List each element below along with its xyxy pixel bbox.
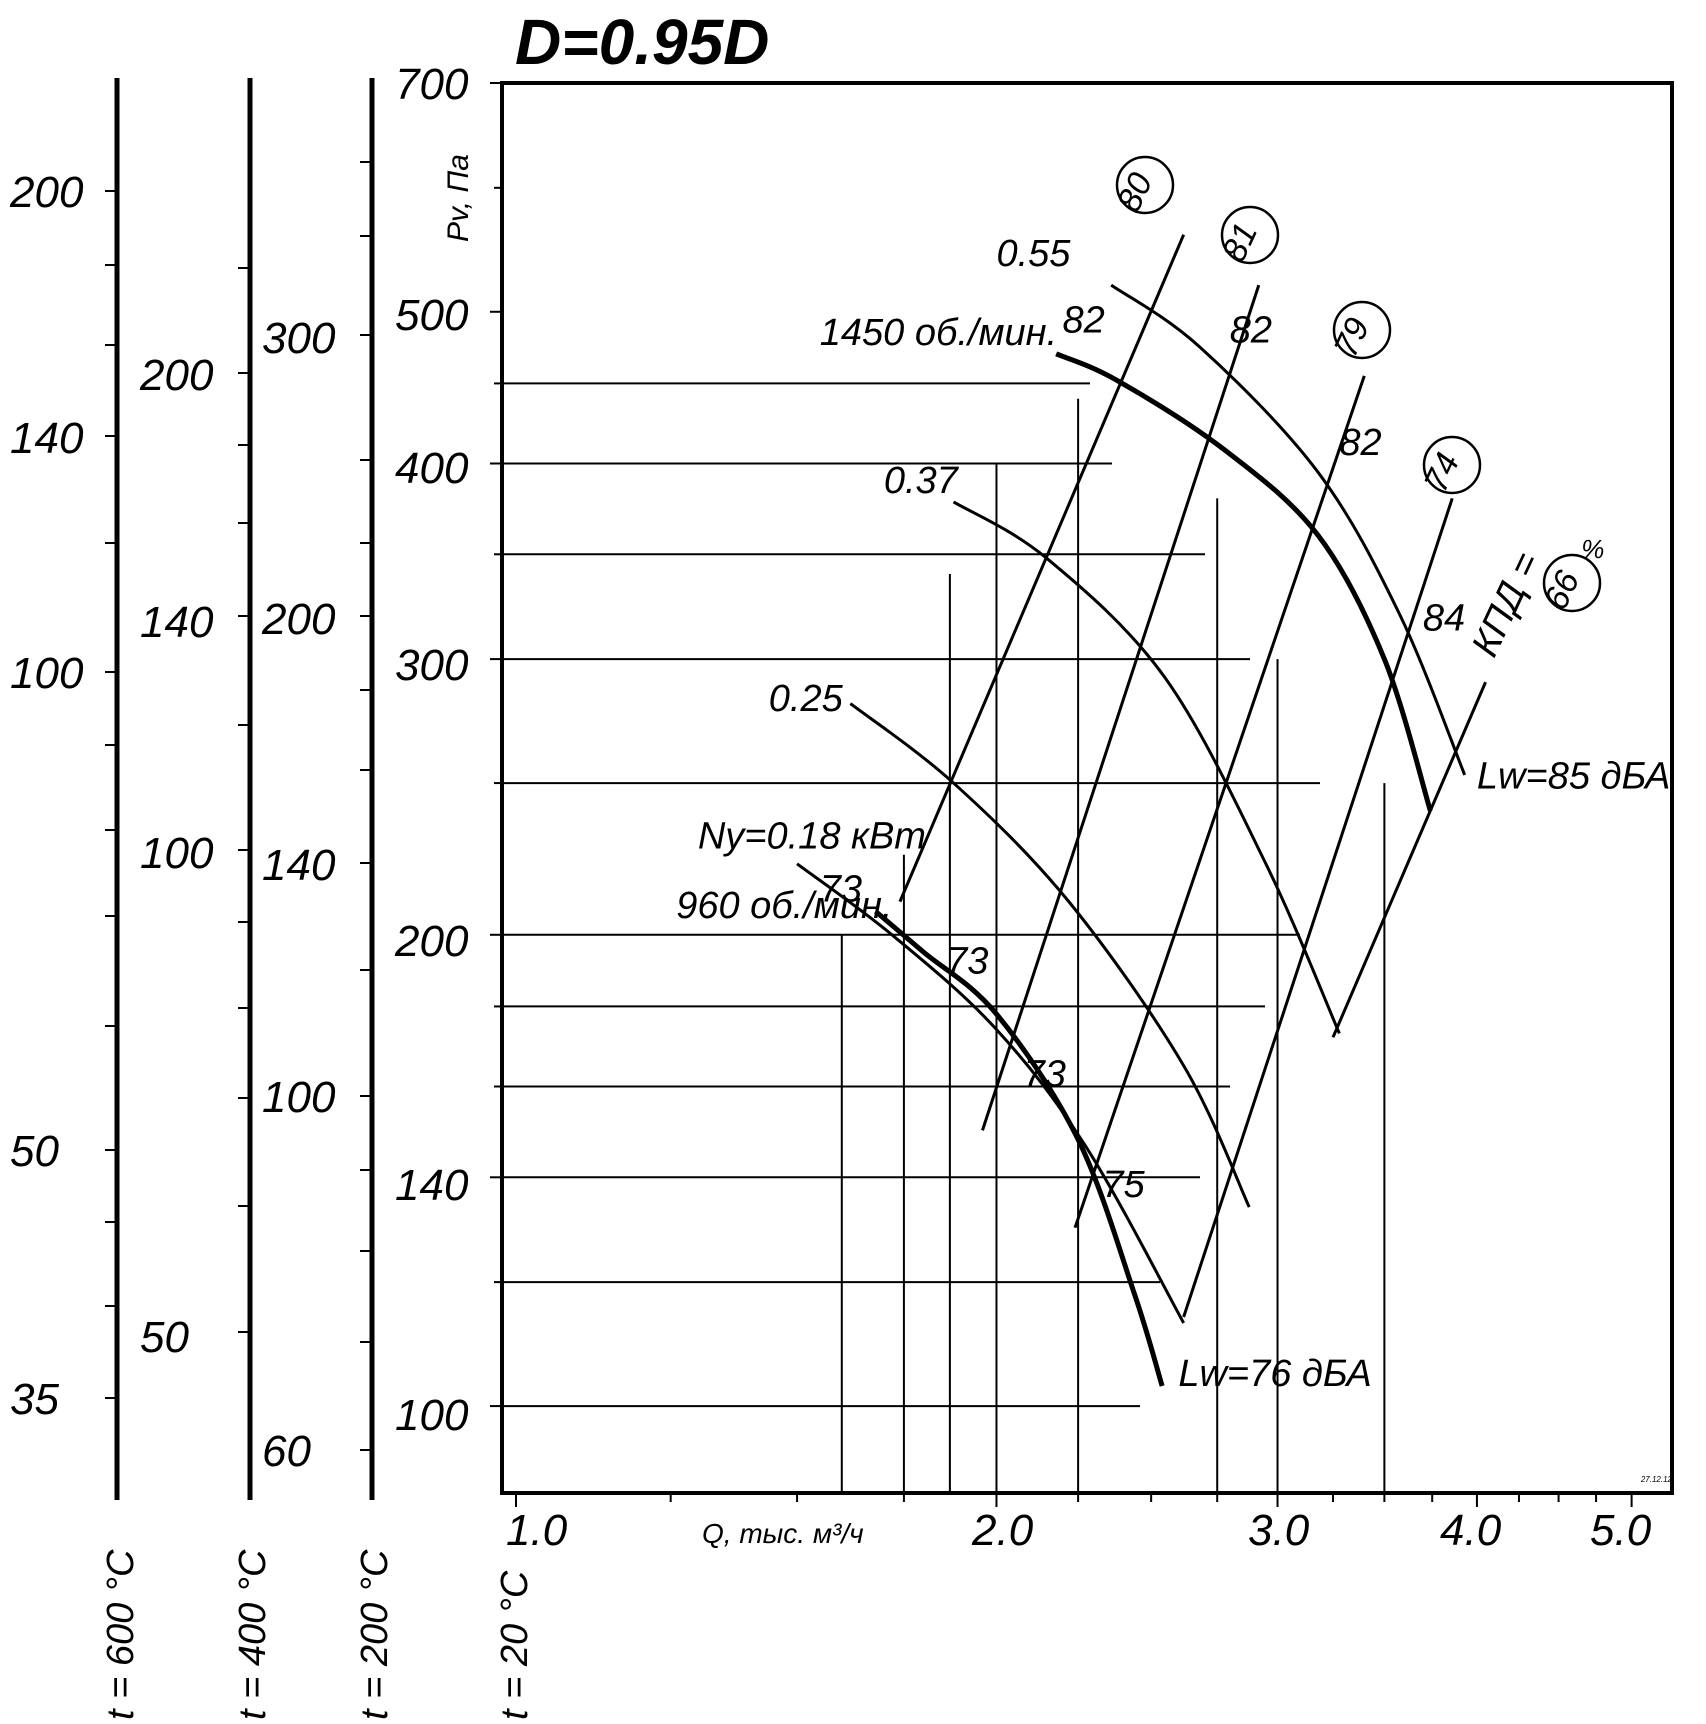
y-tick-label: 500	[395, 291, 469, 340]
annotations: 0.55 0.37 0.25 Ny=0.18 кВт 1450 об./мин. 960 …	[676, 233, 1670, 1395]
annotation-label: 0.37	[884, 460, 960, 502]
series-line	[1055, 351, 1433, 812]
t400-tick-label: 100	[140, 829, 214, 878]
annotation-label: 82	[1339, 422, 1381, 464]
t400-label: t = 400 °C	[232, 1549, 274, 1720]
t400-tick-label: 140	[140, 598, 214, 647]
x-tick-labels: 1.0 2.0 3.0 4.0 5.0	[506, 1506, 1652, 1555]
t200-ticks	[360, 161, 372, 1451]
series-line	[898, 234, 1186, 903]
t600-tick-label: 200	[9, 168, 84, 217]
temperature-labels: t = 600 °C t = 400 °C t = 200 °C t = 20 …	[100, 1549, 536, 1720]
t600-tick-label: 50	[10, 1127, 59, 1176]
annotation-label: 73	[1024, 1054, 1066, 1096]
t200-tick-label: 200	[261, 595, 336, 644]
annotation-label: КПД =	[1464, 546, 1548, 663]
annotation-label: Lw=85 дБА	[1477, 756, 1670, 798]
annotation-label: 82	[1230, 309, 1272, 351]
t20-label: t = 20 °C	[494, 1570, 536, 1720]
y-axis	[490, 82, 502, 1408]
annotation-label: 1450 об./мин.	[820, 312, 1057, 354]
x-axis-label: Q, тыс. м³/ч	[702, 1518, 864, 1549]
t400-tick-label: 50	[140, 1313, 189, 1362]
x-axis	[515, 1493, 1633, 1507]
chart-title: D=0.95D	[515, 6, 769, 78]
series-line	[1331, 681, 1487, 1038]
efficiency-circle-79: 79	[1327, 300, 1392, 363]
x-tick-label: 5.0	[1590, 1506, 1652, 1555]
y-tick-labels: 700 500 400 300 200 140 100	[394, 60, 469, 1440]
series-line	[1073, 375, 1366, 1229]
series-line	[1182, 497, 1454, 1318]
t200-tick-label: 100	[262, 1073, 336, 1122]
annotation-label: 82	[1063, 299, 1105, 341]
t600-tick-label: 35	[10, 1375, 59, 1424]
y-tick-label: 140	[395, 1161, 469, 1210]
t200-tick-label: 300	[262, 314, 336, 363]
t600-tick-label: 140	[10, 414, 84, 463]
annotation-label: Ny=0.18 кВт	[698, 816, 926, 858]
t600-tick-labels: 200 140 100 50 35	[9, 168, 84, 1424]
annotation-label: Lw=76 дБА	[1178, 1353, 1371, 1395]
x-tick-label: 4.0	[1440, 1506, 1502, 1555]
annotation-label: 84	[1423, 597, 1465, 639]
temperature-scales	[105, 78, 375, 1500]
efficiency-circle-81: 81	[1215, 205, 1280, 268]
y-tick-label: 400	[395, 444, 469, 493]
t200-tick-label: 60	[262, 1427, 311, 1476]
annotation-label: 0.55	[996, 233, 1071, 275]
t600-label: t = 600 °C	[100, 1549, 142, 1720]
series-line	[981, 284, 1261, 1131]
footer-code: 27.12.12	[1640, 1475, 1673, 1484]
x-tick-label: 1.0	[506, 1506, 568, 1555]
annotation-label: 960 об./мин.	[676, 885, 892, 927]
efficiency-circle-66: 66	[1537, 553, 1602, 616]
x-tick-label: 3.0	[1248, 1506, 1310, 1555]
y-tick-label: 200	[394, 917, 469, 966]
series-line	[952, 500, 1341, 1034]
grid	[502, 382, 1386, 1493]
annotation-label: 73	[946, 940, 988, 982]
y-axis-label: Pv, Па	[442, 154, 475, 242]
series-line	[873, 909, 1165, 1387]
annotation-label: 73	[820, 869, 862, 911]
annotation-label: 75	[1102, 1164, 1145, 1206]
annotation-label: %	[1581, 534, 1604, 564]
series-line	[849, 702, 1251, 1208]
y-tick-label: 300	[395, 641, 469, 690]
t400-tick-label: 200	[139, 351, 214, 400]
t200-tick-labels: 300 200 140 100 60	[261, 314, 336, 1476]
efficiency-circle-80: 80	[1110, 155, 1175, 218]
annotation-label: 0.25	[769, 678, 844, 720]
y-tick-label: 100	[395, 1391, 469, 1440]
series-line	[1110, 283, 1467, 776]
plot-frame	[500, 81, 1674, 1495]
t200-label: t = 200 °C	[354, 1549, 396, 1720]
series-line	[796, 862, 1185, 1324]
t600-tick-label: 100	[10, 649, 84, 698]
efficiency-circles: 80 81 79 74 66	[1110, 155, 1602, 616]
x-tick-label: 2.0	[971, 1506, 1034, 1555]
t400-tick-labels: 200 140 100 50	[139, 351, 214, 1362]
t600-ticks	[105, 190, 117, 1399]
y-tick-label: 700	[395, 60, 469, 109]
efficiency-circle-74: 74	[1417, 435, 1482, 498]
t400-ticks	[238, 267, 250, 1333]
t200-tick-label: 140	[262, 841, 336, 890]
chart-lines	[796, 234, 1487, 1387]
